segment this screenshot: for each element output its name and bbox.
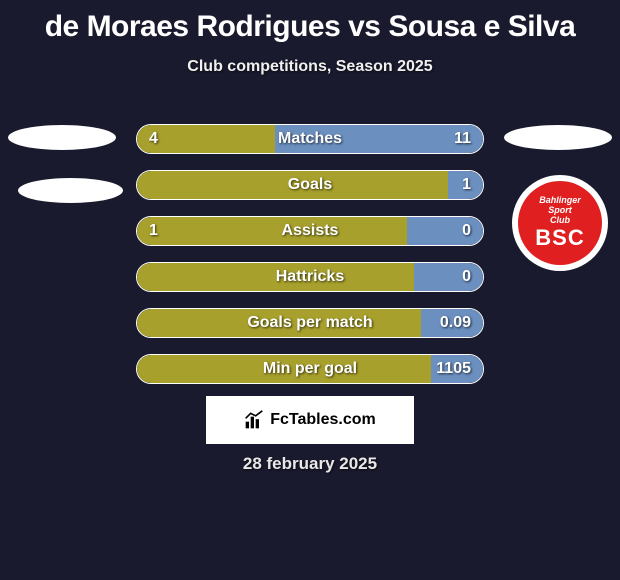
left-player-oval-2 (18, 178, 123, 203)
bar-row: Goals1 (136, 170, 484, 200)
subtitle: Club competitions, Season 2025 (0, 58, 620, 76)
badge-line1: Bahlinger (539, 195, 581, 205)
comparison-bars: Matches411Goals1Assists10Hattricks0Goals… (136, 124, 484, 400)
bar-label: Matches (137, 125, 483, 153)
bar-value-left: 1 (149, 217, 158, 245)
bar-label: Hattricks (137, 263, 483, 291)
bar-value-left: 4 (149, 125, 158, 153)
attribution-text: FcTables.com (270, 411, 376, 429)
badge-abbr: BSC (535, 225, 584, 251)
page-title: de Moraes Rodrigues vs Sousa e Silva (0, 0, 620, 44)
right-player-oval (504, 125, 612, 150)
attribution-box: FcTables.com (206, 396, 414, 444)
bar-value-right: 1105 (436, 355, 471, 383)
bar-row: Min per goal1105 (136, 354, 484, 384)
left-player-oval-1 (8, 125, 116, 150)
bar-row: Matches4 11 (136, 124, 484, 154)
badge-line3: Club (550, 215, 570, 225)
bar-value-right: 0.09 (440, 309, 471, 337)
bar-label: Goals per match (137, 309, 483, 337)
bar-value-right: 0 (462, 263, 471, 291)
bar-label: Goals (137, 171, 483, 199)
club-badge-inner: Bahlinger Sport Club BSC (518, 181, 602, 265)
club-badge: Bahlinger Sport Club BSC (512, 175, 608, 271)
bar-label: Assists (137, 217, 483, 245)
bar-row: Hattricks0 (136, 262, 484, 292)
bar-value-right: 1 (462, 171, 471, 199)
bar-value-right: 11 (454, 125, 471, 153)
bar-value-right: 0 (462, 217, 471, 245)
chart-icon (244, 410, 264, 430)
date-label: 28 february 2025 (0, 454, 620, 474)
bar-row: Goals per match0.09 (136, 308, 484, 338)
badge-line2: Sport (548, 205, 572, 215)
bar-row: Assists1 0 (136, 216, 484, 246)
bar-label: Min per goal (137, 355, 483, 383)
